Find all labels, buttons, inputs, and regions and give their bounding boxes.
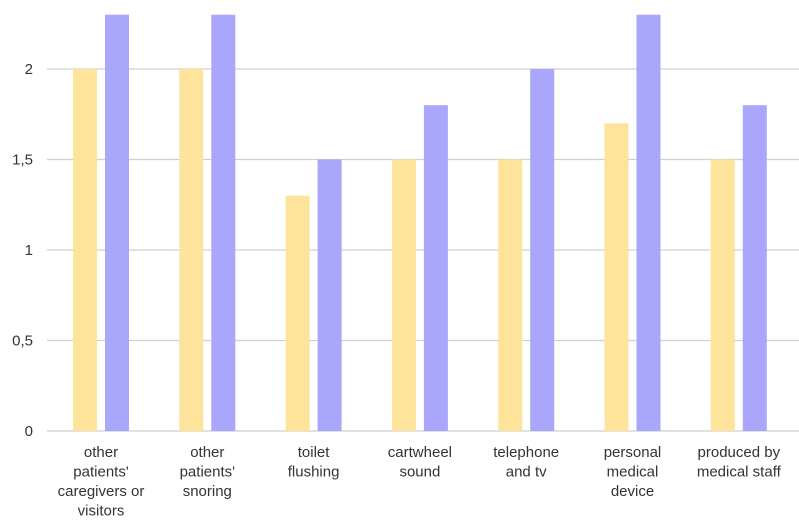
bar-series-2 [423, 105, 448, 431]
y-axis-ticks: 0 0,5 1 1,5 2 [12, 61, 33, 440]
bar-series-1 [604, 123, 629, 432]
bar-series-1 [73, 69, 97, 431]
x-tick-label: telephone and tv [493, 444, 559, 481]
x-tick-label-line: toilet [298, 444, 331, 461]
x-tick-label-line: cartwheel [388, 444, 452, 461]
bars [73, 14, 767, 432]
x-tick-label: toilet flushing [288, 444, 340, 481]
y-tick-label: 1,5 [12, 152, 33, 169]
bar-series-1 [285, 195, 310, 431]
x-tick-label-line: telephone [493, 444, 559, 461]
bar-series-2 [742, 105, 767, 431]
y-tick-label: 2 [25, 61, 33, 78]
bar-series-2 [636, 14, 661, 431]
x-tick-label: personal medical device [604, 444, 662, 500]
x-tick-label-line: sound [399, 464, 440, 481]
x-tick-label: other patients' caregivers or visitors [58, 444, 145, 520]
x-tick-label: cartwheel sound [388, 444, 452, 481]
bar-series-2 [105, 14, 129, 431]
x-tick-label-line: visitors [78, 503, 125, 520]
x-tick-label-line: and tv [506, 464, 547, 481]
x-tick-label-line: patients' [180, 464, 236, 481]
x-tick-label-line: produced by [698, 444, 781, 461]
x-tick-label-line: device [611, 483, 654, 500]
x-tick-label-line: other [84, 444, 118, 461]
bar-series-1 [710, 159, 735, 431]
x-tick-label-line: personal [604, 444, 662, 461]
gridlines [47, 68, 799, 432]
y-tick-label: 1 [25, 242, 33, 259]
bar-series-1 [179, 69, 204, 431]
x-tick-label-line: snoring [183, 483, 232, 500]
y-tick-label: 0 [25, 423, 33, 440]
x-axis-ticks: other patients' caregivers or visitorsother… [58, 444, 782, 520]
y-tick-label: 0,5 [12, 333, 33, 350]
x-tick-label-line: caregivers or [58, 483, 145, 500]
bar-series-2 [530, 69, 555, 431]
x-tick-label-line: other [190, 444, 224, 461]
x-tick-label-line: flushing [288, 464, 340, 481]
bar-series-1 [391, 159, 416, 431]
x-tick-label: other patients' snoring [180, 444, 236, 500]
bar-series-1 [498, 159, 523, 431]
x-tick-label-line: medical [607, 464, 659, 481]
x-tick-label: produced by medical staff [697, 444, 782, 481]
x-tick-label-line: patients' [73, 464, 129, 481]
bar-series-2 [211, 14, 236, 431]
bar-series-2 [317, 159, 342, 431]
x-tick-label-line: medical staff [697, 464, 782, 481]
